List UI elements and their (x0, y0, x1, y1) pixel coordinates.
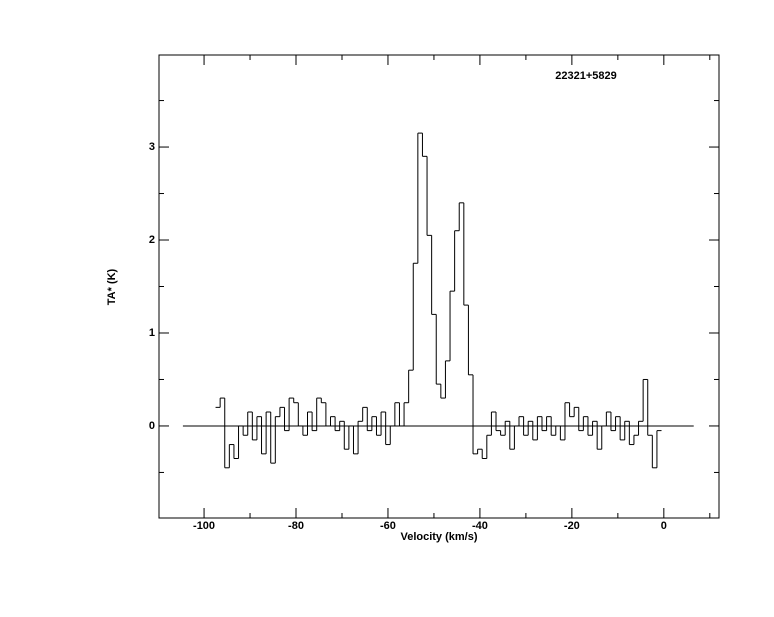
x-tick-label: -60 (380, 520, 396, 532)
x-tick-label: -100 (193, 520, 215, 532)
chart-title: 22321+5829 (555, 70, 616, 82)
x-tick-label: -20 (564, 520, 580, 532)
y-tick-label: 0 (149, 420, 155, 432)
y-tick-label: 2 (149, 234, 155, 246)
x-tick-label: -40 (472, 520, 488, 532)
x-tick-label: 0 (661, 520, 667, 532)
y-tick-label: 1 (149, 327, 155, 339)
y-tick-label: 3 (149, 141, 155, 153)
x-tick-label: -80 (288, 520, 304, 532)
step-risers (219, 133, 658, 468)
y-axis-label: TA* (K) (106, 268, 118, 305)
x-axis-label: Velocity (km/s) (400, 531, 477, 543)
plot-frame (158, 54, 720, 519)
